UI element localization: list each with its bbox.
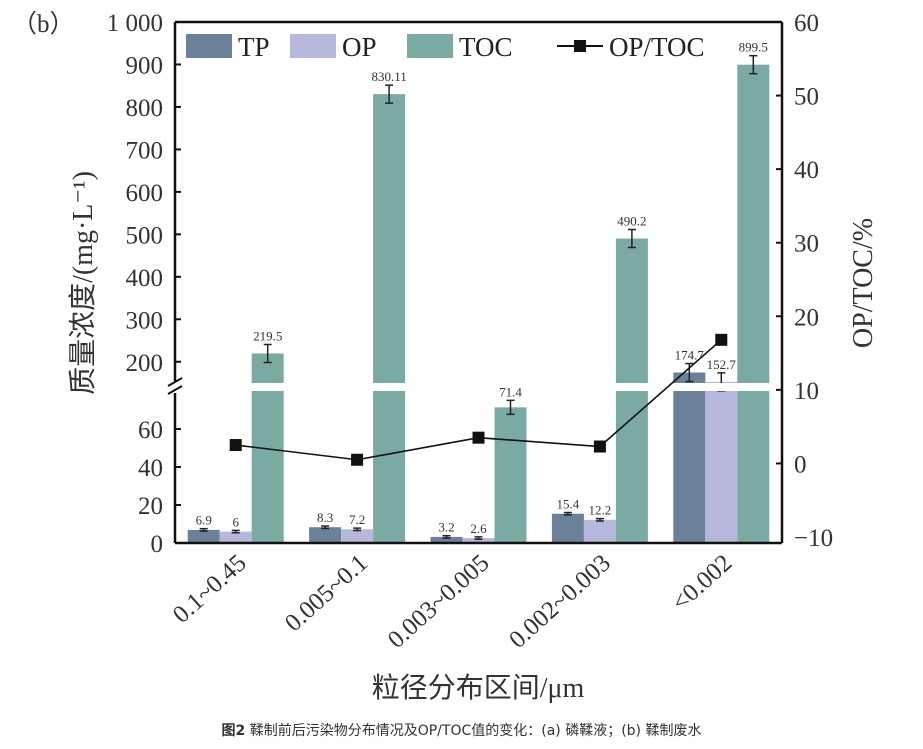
category-label-1: 0.005~0.1 xyxy=(280,549,373,637)
category-label-2: 0.003~0.005 xyxy=(383,549,495,653)
left-tick-label-upper-1: 300 xyxy=(126,307,164,334)
x-axis-title: 粒径分布区间/μm xyxy=(372,672,585,704)
left-tick-label-upper-4: 600 xyxy=(126,180,164,207)
legend-label-toc: TOC xyxy=(459,32,513,62)
legend-swatch-tp xyxy=(186,34,232,58)
right-tick-label-4: 30 xyxy=(794,231,819,258)
bar-tp-0 xyxy=(187,529,220,543)
left-tick-label-lower-2: 40 xyxy=(138,455,163,482)
category-label-3: 0.002~0.003 xyxy=(504,549,616,653)
data-label-tp-1: 8.3 xyxy=(317,510,333,525)
legend-swatch-toc xyxy=(407,34,453,58)
op-toc-point-4 xyxy=(715,333,728,346)
op-toc-point-3 xyxy=(593,440,606,453)
chart: 6.9 8.3 3.2 15.4 174.7 6 7.2 2.6 12.2 152.7 219.5 8… xyxy=(12,10,879,704)
break-band xyxy=(177,383,780,391)
break-mark-2 xyxy=(167,385,183,395)
left-tick-label-upper-5: 700 xyxy=(126,137,164,164)
category-label-4: <0.002 xyxy=(667,549,737,616)
legend: TP OP TOC OP/TOC xyxy=(186,32,705,62)
figure-caption-text: 鞣制前后污染物分布情况及OP/TOC值的变化：(a) 磷鞣液；(b) 鞣制废水 xyxy=(245,723,702,739)
op-toc-line-layer xyxy=(229,333,728,466)
right-tick-label-0: −10 xyxy=(794,525,833,552)
data-label-op-2: 2.6 xyxy=(470,521,487,536)
figure-caption: 图2 鞣制前后污染物分布情况及OP/TOC值的变化：(a) 磷鞣液；(b) 鞣制… xyxy=(0,720,923,740)
bar-op-0 xyxy=(219,531,252,543)
left-tick-label-upper-8: 1 000 xyxy=(107,10,163,37)
bar-tp-3 xyxy=(551,513,584,543)
category-label-0: 0.1~0.45 xyxy=(168,549,252,628)
right-tick-label-7: 60 xyxy=(794,10,819,37)
data-label-tp-0: 6.9 xyxy=(196,513,212,528)
right-tick-label-6: 50 xyxy=(794,84,819,111)
bar-tp-1 xyxy=(309,527,342,543)
y-axis-title-right: OP/TOC/% xyxy=(848,218,879,348)
bar-op-1 xyxy=(341,529,374,543)
bar-op-4 xyxy=(705,381,738,543)
right-axis: −10 0 10 20 30 40 50 60 xyxy=(776,10,833,552)
left-tick-label-lower-1: 20 xyxy=(138,493,163,520)
data-label-toc-3: 490.2 xyxy=(617,214,646,229)
bar-op-2 xyxy=(462,538,495,543)
bar-tp-2 xyxy=(430,536,463,543)
break-mark-1 xyxy=(167,377,183,387)
panel-label: （b） xyxy=(12,10,75,38)
left-tick-label-upper-2: 400 xyxy=(126,265,164,292)
legend-label-op-toc: OP/TOC xyxy=(609,32,705,62)
left-tick-label-upper-0: 200 xyxy=(126,350,164,377)
data-label-toc-1: 830.11 xyxy=(371,69,406,84)
legend-swatch-op xyxy=(290,34,336,58)
bar-toc-4 xyxy=(737,64,770,544)
legend-marker-op-toc xyxy=(574,40,586,52)
data-label-op-0: 6 xyxy=(232,514,239,529)
data-label-tp-3: 15.4 xyxy=(557,497,580,512)
right-tick-label-1: 0 xyxy=(794,451,807,478)
y-axis-title-left: 质量浓度/(mg·L⁻¹) xyxy=(67,171,99,395)
data-label-toc-0: 219.5 xyxy=(253,328,282,343)
left-tick-label-upper-3: 500 xyxy=(126,222,164,249)
legend-label-op: OP xyxy=(342,32,377,62)
error-bars-layer xyxy=(199,54,758,541)
right-tick-label-2: 10 xyxy=(794,378,819,405)
bar-toc-1 xyxy=(373,94,406,543)
left-tick-label-lower-0: 0 xyxy=(151,531,164,558)
bars-layer xyxy=(187,64,770,544)
op-toc-point-2 xyxy=(472,431,485,444)
left-tick-label-lower-3: 60 xyxy=(138,417,163,444)
data-label-toc-4: 899.5 xyxy=(739,40,768,55)
legend-label-tp: TP xyxy=(238,32,270,62)
bar-tp-4 xyxy=(673,372,706,543)
data-label-tp-4: 174.7 xyxy=(675,348,705,363)
bar-op-3 xyxy=(583,519,616,543)
left-tick-label-upper-6: 800 xyxy=(126,95,164,122)
data-label-op-3: 12.2 xyxy=(589,503,612,518)
data-label-tp-2: 3.2 xyxy=(438,520,454,535)
op-toc-point-1 xyxy=(351,453,364,466)
data-labels-layer: 6.9 8.3 3.2 15.4 174.7 6 7.2 2.6 12.2 152.7 219.5 8… xyxy=(196,40,768,536)
figure-caption-label: 图2 xyxy=(221,723,246,739)
right-tick-label-5: 40 xyxy=(794,157,819,184)
data-label-op-4: 152.7 xyxy=(707,357,737,372)
data-label-toc-2: 71.4 xyxy=(499,384,522,399)
right-tick-label-3: 20 xyxy=(794,304,819,331)
data-label-op-1: 7.2 xyxy=(349,512,365,527)
axis-break-gap xyxy=(177,383,780,391)
x-axis-categories: 0.1~0.45 0.005~0.1 0.003~0.005 0.002~0.003 <… xyxy=(168,549,737,653)
bar-toc-2 xyxy=(494,407,527,543)
left-tick-label-upper-7: 900 xyxy=(126,52,164,79)
left-axis: 0 20 40 60 200 300 400 500 600 700 800 900 1 000 xyxy=(107,10,181,558)
plot-frame xyxy=(167,20,784,545)
op-toc-point-0 xyxy=(229,439,242,452)
